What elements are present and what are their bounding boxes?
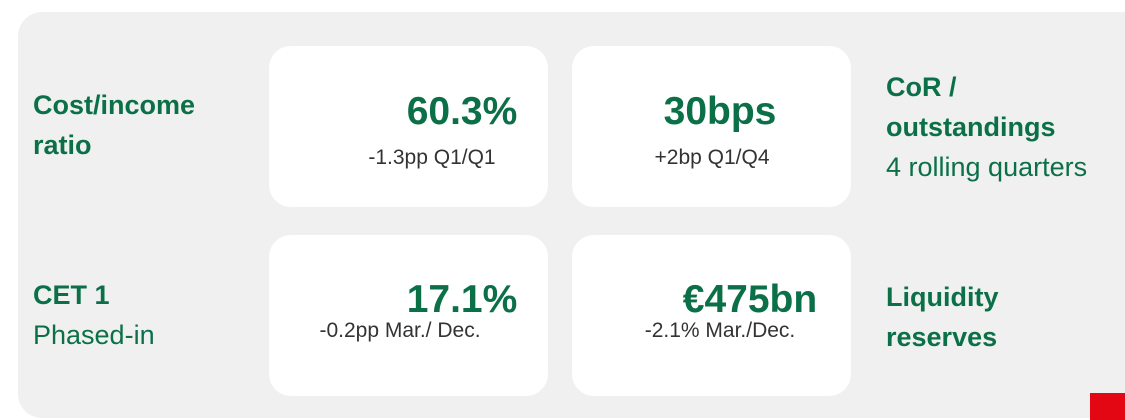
kpi-change: -0.2pp Mar./ Dec. [319,319,481,342]
brand-square [1090,393,1125,420]
kpi-card [269,235,548,396]
kpi-card [269,46,548,207]
label-note: Phased-in [33,320,155,350]
label-note: 4 rolling quarters [886,152,1088,182]
kpi-change: -1.3pp Q1/Q1 [368,146,496,169]
label-line: CET 1 [33,280,110,310]
kpi-card [572,235,851,396]
panel [18,12,1125,418]
kpi-label: Liquidity reserves [886,277,998,357]
kpi-value: 30bps [663,90,777,133]
kpi-card [572,46,851,207]
kpi-label: Cost/income ratio [33,85,195,165]
kpi-label: CoR / outstandings 4 rolling quarters [886,67,1087,187]
label-line: CoR / [886,72,957,102]
label-line: ratio [33,130,92,160]
label-line: outstandings [886,112,1056,142]
kpi-value: €475bn [682,278,818,321]
kpi-change: +2bp Q1/Q4 [654,146,770,169]
kpi-value: 60.3% [406,90,518,133]
kpi-label: CET 1 Phased-in [33,275,155,355]
kpi-value: 17.1% [406,278,518,321]
label-line: Cost/income [33,90,196,120]
label-line: Liquidity [886,282,999,312]
label-line: reserves [886,322,998,352]
kpi-change: -2.1% Mar./Dec. [644,319,796,342]
